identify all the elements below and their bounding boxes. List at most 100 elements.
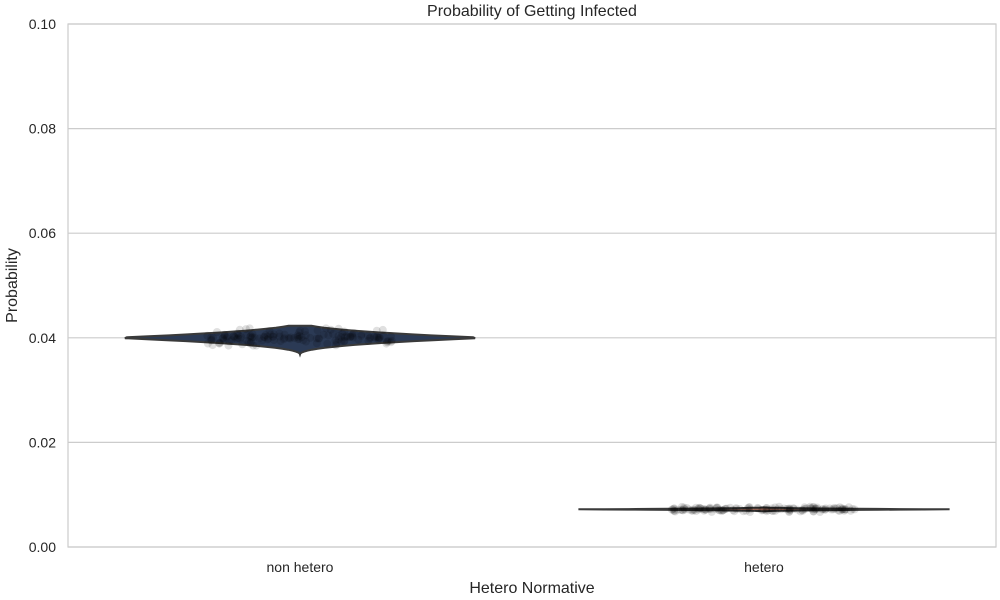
strip-point <box>243 336 252 345</box>
strip-point <box>275 329 284 338</box>
strip-point <box>762 504 771 513</box>
strip-point <box>830 503 839 512</box>
strip-point <box>286 334 295 343</box>
strip-point <box>809 507 818 516</box>
strip-point <box>371 333 380 342</box>
chart-title: Probability of Getting Infected <box>427 3 637 20</box>
strip-point <box>798 506 807 515</box>
strip-point <box>820 505 829 514</box>
strip-point <box>233 329 242 338</box>
strip-point <box>312 334 321 343</box>
strip-point <box>837 505 846 514</box>
strip-point <box>337 337 346 346</box>
strip-point <box>246 332 255 341</box>
strip-point <box>818 505 827 514</box>
strip-point <box>370 332 379 341</box>
strip-point <box>290 333 299 342</box>
strip-point <box>769 507 777 515</box>
y-tick-label: 0.06 <box>29 225 56 241</box>
strip-point <box>293 331 302 340</box>
strip-point <box>706 503 715 512</box>
strip-point <box>670 504 679 513</box>
strip-point <box>761 506 770 514</box>
strip-point <box>732 504 741 513</box>
violins <box>124 324 950 513</box>
strip-point <box>692 507 701 516</box>
strip-point <box>312 339 321 348</box>
strip-point <box>219 336 228 345</box>
strip-point <box>793 505 802 514</box>
strip-point <box>255 334 264 343</box>
strip-point <box>384 337 393 346</box>
strip-point <box>687 506 696 515</box>
strip-point <box>266 330 275 339</box>
strip-point <box>215 338 224 347</box>
strip-point <box>299 336 308 345</box>
strip-point <box>222 333 231 342</box>
strip-point <box>246 339 255 348</box>
strip-point <box>354 335 363 344</box>
strip-point <box>813 504 822 513</box>
strip-point <box>678 506 687 515</box>
strip-point <box>279 335 288 344</box>
x-tick-label: hetero <box>744 559 784 575</box>
strip-point <box>785 505 794 514</box>
strip-point <box>364 336 373 345</box>
strip-point <box>246 331 255 340</box>
strip-point <box>293 335 302 344</box>
strip-point <box>207 336 216 345</box>
strip-point <box>258 336 267 345</box>
strip-point <box>838 505 847 514</box>
strip-point <box>348 332 357 341</box>
strip-point <box>757 506 766 515</box>
strip-point <box>280 334 289 343</box>
strip-point <box>247 334 256 342</box>
strip-point <box>218 334 227 343</box>
strip-point <box>296 326 305 335</box>
strip-point <box>314 334 323 343</box>
strip-point <box>334 324 343 333</box>
strip-point <box>806 504 815 513</box>
strip-point <box>208 341 217 350</box>
strip-point <box>712 503 721 512</box>
strip-point <box>801 504 809 513</box>
strip-point <box>261 331 270 339</box>
strip-point <box>789 504 798 513</box>
strip-point <box>671 507 680 516</box>
strip-point <box>764 506 773 515</box>
strip-point <box>694 505 703 514</box>
strip-point <box>676 505 685 514</box>
strip-point <box>688 506 697 515</box>
strip-points <box>203 324 859 516</box>
strip-point <box>224 341 233 350</box>
strip-point <box>340 337 348 346</box>
strip-point <box>705 505 714 513</box>
strip-point <box>220 330 229 339</box>
strip-point <box>269 330 278 339</box>
strip-point <box>719 506 727 515</box>
strip-point <box>331 336 340 345</box>
strip-point <box>840 506 849 515</box>
strip-point <box>821 504 830 513</box>
strip-point <box>835 503 844 512</box>
strip-point <box>207 335 216 344</box>
strip-point <box>742 506 751 515</box>
strip-point <box>746 508 754 516</box>
x-tick-labels: non hetero hetero <box>267 559 785 575</box>
strip-point <box>700 505 709 514</box>
strip-point <box>331 341 340 350</box>
y-tick-labels: 0.00 0.02 0.04 0.06 0.08 0.10 <box>29 16 56 555</box>
strip-point <box>707 507 716 516</box>
strip-point <box>214 339 223 348</box>
strip-point <box>223 332 232 341</box>
strip-point <box>248 333 257 342</box>
strip-point <box>363 331 372 340</box>
strip-point <box>762 507 771 516</box>
strip-point <box>696 504 705 513</box>
strip-point <box>839 505 848 514</box>
strip-point <box>293 333 302 341</box>
strip-point <box>721 504 730 513</box>
strip-point <box>382 338 391 347</box>
strip-point <box>803 504 811 513</box>
strip-point <box>340 336 349 345</box>
